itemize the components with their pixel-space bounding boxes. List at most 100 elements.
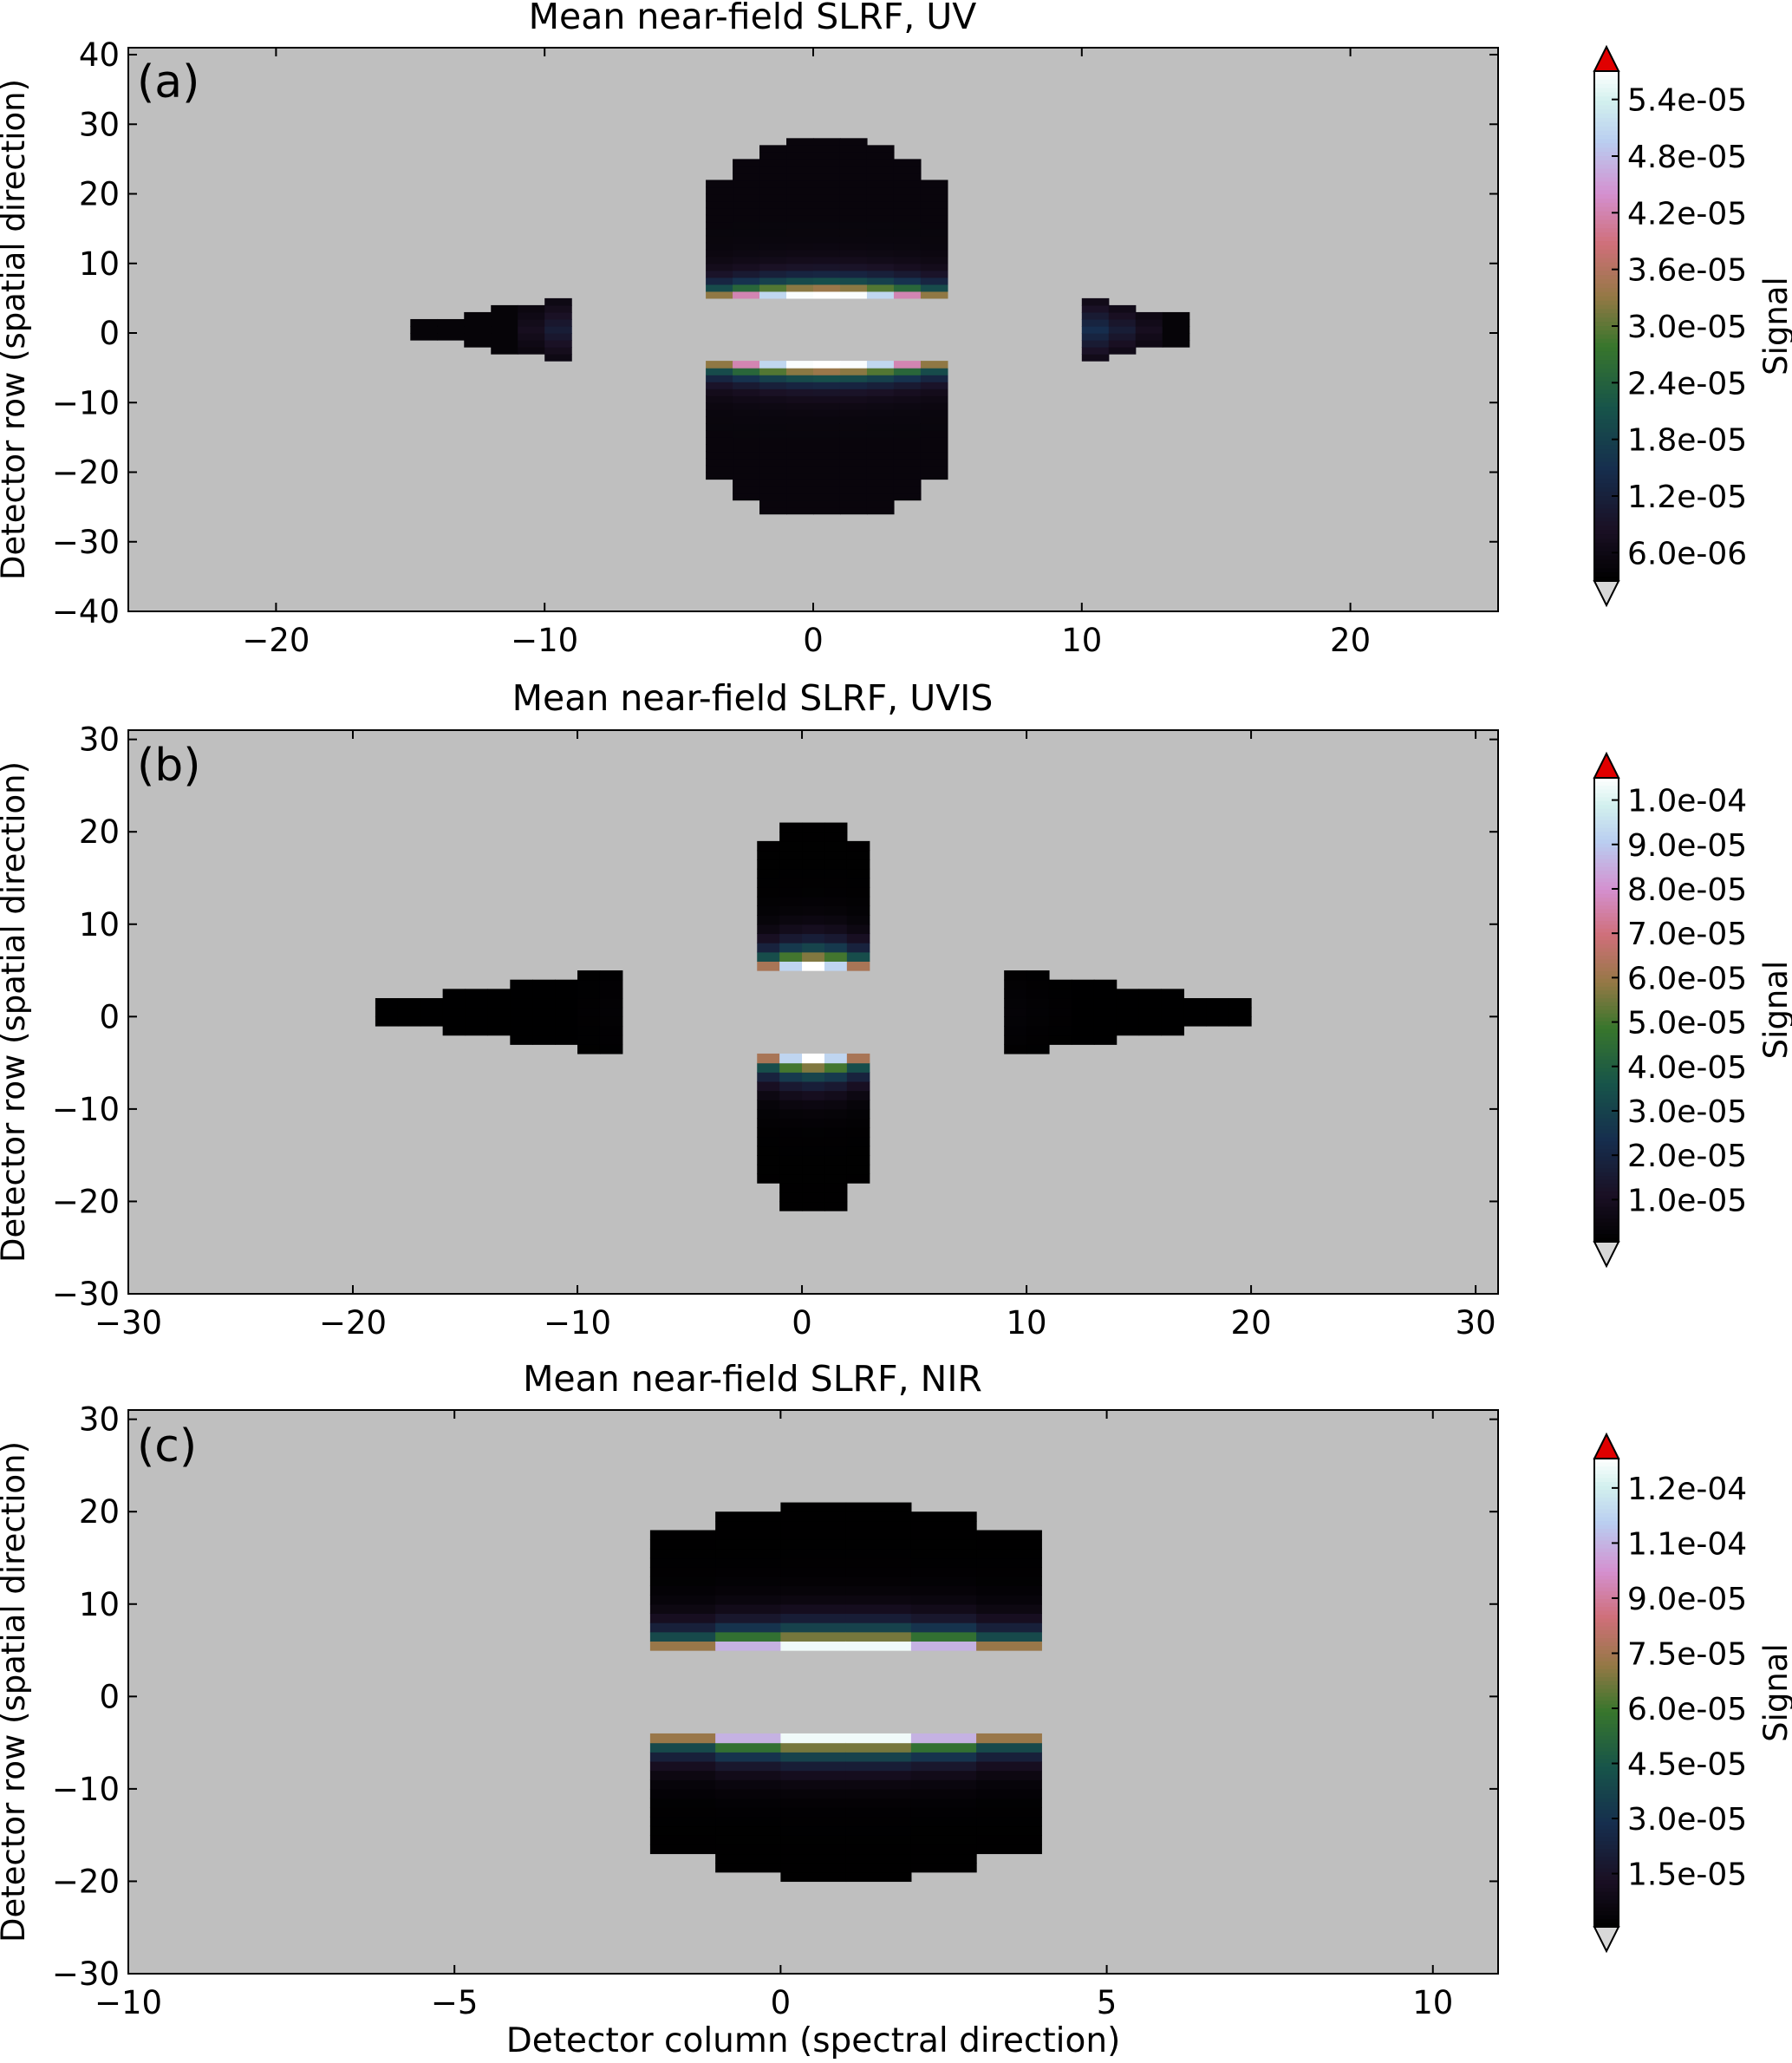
heatmap-cell [824, 1201, 848, 1211]
heatmap-cell [733, 249, 760, 258]
heatmap-cell [893, 458, 922, 467]
colorbar-segment [1594, 322, 1619, 327]
heatmap-cell [706, 458, 733, 467]
heatmap-cell [813, 159, 841, 167]
heatmap-cell [759, 235, 787, 244]
colorbar-segment [1594, 105, 1619, 110]
heatmap-cell [706, 291, 733, 299]
heatmap-cell [839, 368, 868, 375]
heatmap-cell [845, 1603, 912, 1615]
heatmap-cell [893, 451, 922, 460]
heatmap-cell [759, 186, 787, 195]
heatmap-cell [839, 173, 868, 181]
heatmap-cell [649, 1576, 716, 1587]
heatmap-cell [920, 451, 948, 460]
heatmap-cell [786, 263, 814, 271]
colorbar-segment [1594, 1129, 1619, 1134]
heatmap-cell [839, 291, 868, 299]
colorbar-segment [1594, 457, 1619, 463]
heatmap-cell [813, 256, 841, 264]
colorbar-segment [1594, 1556, 1619, 1561]
heatmap-cell [846, 1164, 870, 1175]
heatmap-cell [757, 1146, 780, 1156]
colorbar-segment [1594, 534, 1619, 539]
heatmap-cell [893, 465, 922, 473]
panel-a-title: Mean near-field SLRF, UV [529, 0, 977, 37]
heatmap-cell [1135, 340, 1163, 348]
heatmap-cell [846, 859, 870, 870]
heatmap-cell [976, 1770, 1042, 1780]
heatmap-cell [802, 924, 825, 935]
heatmap-cell [464, 325, 492, 334]
colorbar-tick-label: 6.0e-05 [1627, 1692, 1747, 1727]
heatmap-cell [813, 486, 841, 494]
y-tick-label: 10 [79, 1586, 120, 1623]
heatmap-cell [1116, 989, 1140, 999]
heatmap-cell [780, 1576, 847, 1587]
heatmap-cell [786, 423, 814, 431]
heatmap-cell [845, 1742, 912, 1753]
heatmap-cell [910, 1760, 977, 1772]
heatmap-cell [1081, 304, 1110, 313]
colorbar-segment [1594, 517, 1619, 522]
colorbar-segment [1594, 101, 1619, 106]
heatmap-cell [779, 896, 803, 907]
colorbar-segment [1594, 432, 1619, 437]
heatmap-cell [846, 915, 870, 925]
colorbar-segment [1594, 1872, 1619, 1877]
heatmap-cell [649, 1816, 716, 1827]
heatmap-cell [866, 159, 895, 167]
colorbar-segment [1594, 219, 1619, 225]
heatmap-cell [1004, 1044, 1027, 1054]
colorbar-segment [1594, 275, 1619, 280]
colorbar-segment [1594, 568, 1619, 573]
heatmap-cell [802, 878, 825, 888]
heatmap-cell [1093, 1007, 1118, 1017]
heatmap-cell [759, 409, 787, 417]
heatmap-cell [824, 887, 848, 898]
heatmap-cell [846, 1173, 870, 1184]
heatmap-cell [845, 1798, 912, 1808]
heatmap-cell [733, 382, 760, 389]
heatmap-cell [824, 1146, 848, 1156]
colorbar-segment [1594, 564, 1619, 569]
heatmap-cell [824, 1155, 848, 1165]
colorbar-tick-label: 1.1e-04 [1627, 1526, 1747, 1562]
panel-c-ylabel: Detector row (spatial direction) [0, 1441, 32, 1942]
heatmap-cell [1071, 1035, 1095, 1045]
heatmap-cell [759, 423, 787, 431]
heatmap-cell [1081, 325, 1110, 334]
heatmap-cell [802, 1155, 825, 1165]
colorbar-segment [1594, 1513, 1619, 1518]
heatmap-cell [1162, 333, 1190, 341]
heatmap-cell [839, 361, 868, 369]
heatmap-cell [786, 375, 814, 382]
colorbar-segment [1594, 1560, 1619, 1565]
heatmap-cell [706, 409, 733, 417]
heatmap-cell [802, 933, 825, 943]
heatmap-cell [813, 368, 841, 375]
heatmap-cell [1161, 989, 1184, 999]
heatmap-cell [893, 221, 922, 230]
heatmap-cell [1162, 340, 1190, 348]
heatmap-cell [544, 354, 572, 362]
heatmap-cell [839, 235, 868, 244]
heatmap-cell [824, 896, 848, 907]
heatmap-cell [824, 943, 848, 953]
heatmap-cell [649, 1631, 716, 1642]
heatmap-cell [779, 1080, 803, 1092]
heatmap-cell [779, 868, 803, 879]
heatmap-cell [733, 193, 760, 202]
heatmap-cell [779, 1072, 803, 1082]
heatmap-cell [1048, 1035, 1072, 1045]
colorbar-segment [1594, 1094, 1619, 1100]
colorbar-segment [1594, 1160, 1619, 1165]
panel-c-y-ticks: −30 −20 −10 0 10 20 30 [52, 1401, 1498, 1993]
heatmap-cell [1026, 1044, 1050, 1054]
heatmap-cell [920, 277, 948, 285]
heatmap-cell [518, 333, 545, 341]
heatmap-cell [813, 409, 841, 417]
colorbar-segment [1594, 1176, 1619, 1181]
y-tick-label: 10 [79, 245, 120, 283]
colorbar-segment [1594, 1203, 1619, 1208]
